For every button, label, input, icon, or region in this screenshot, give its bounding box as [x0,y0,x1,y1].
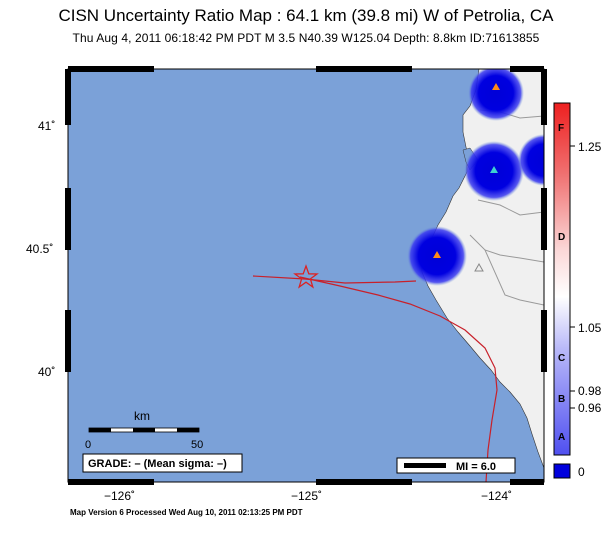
grade-text: GRADE: – (Mean sigma: –) [88,458,227,470]
colorbar-value: 0.98 [578,384,602,398]
lon-label: −125˚ [291,489,322,503]
scale-unit: km [134,409,150,423]
map-area [68,69,544,482]
colorbar-value: 1.05 [578,321,602,335]
colorbar-value: 0.96 [578,401,602,415]
station-uncertainty-circle [468,69,524,121]
station-uncertainty-circle [518,134,544,186]
colorbar-value: 0 [578,465,585,479]
colorbar: F D C B A 1.25 1.05 0.98 0.96 0 [553,102,602,479]
colorbar-value: 1.25 [578,140,602,154]
scale-bar: km 0 50 [85,409,203,451]
mi-legend-box [396,457,516,474]
scale-end: 50 [191,439,203,451]
lat-label: 40.5˚ [26,242,53,256]
colorbar-grade-letter: A [558,432,565,443]
fault-line [252,275,417,284]
lon-label: −126˚ [104,489,135,503]
lat-label: 41˚ [38,119,55,133]
event-details: Thu Aug 4, 2011 06:18:42 PM PDT M 3.5 N4… [72,31,540,45]
colorbar-grade-letter: D [558,232,565,243]
mi-legend-swatch [404,463,446,468]
colorbar-grade-letter: F [558,123,564,134]
colorbar-grade-letter: B [558,394,565,405]
lat-label: 40˚ [38,365,55,379]
station-triangle-open [474,262,484,272]
colorbar-grade-letter: C [558,353,565,364]
station-triangle [490,166,498,173]
colorbar-zero-swatch [553,463,571,479]
grade-box [82,453,243,473]
map-version-footer: Map Version 6 Processed Wed Aug 10, 2011… [70,508,303,517]
map-title: CISN Uncertainty Ratio Map : 64.1 km (39… [58,6,554,25]
scale-start: 0 [85,439,91,451]
station-triangle [492,83,500,90]
station-triangle [433,251,441,258]
lon-label: −124˚ [481,489,512,503]
epicenter-star [293,264,319,289]
fault-line [299,276,498,482]
map-border-ticks [65,66,547,485]
mi-legend-text: MI = 6.0 [456,461,496,473]
